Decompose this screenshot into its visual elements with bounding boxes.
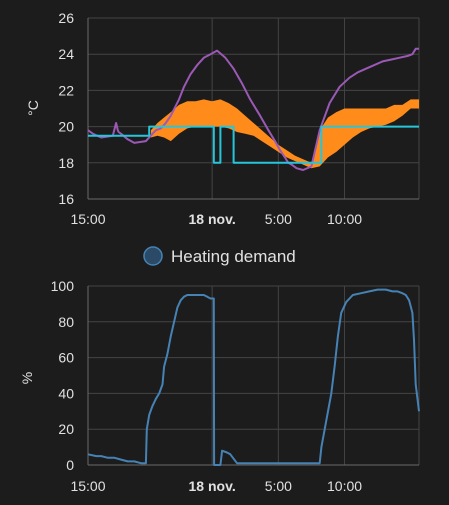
y-tick-label: 40 [58,385,74,401]
y-tick-label: 24 [58,46,74,62]
legend-label[interactable]: Heating demand [171,247,296,266]
x-tick-label: 18 nov. [189,478,236,494]
x-tick-label: 15:00 [70,211,105,227]
y-tick-label: 60 [58,350,74,366]
x-tick-label: 15:00 [70,478,105,494]
y-axis-unit-label: °C [25,100,41,116]
y-tick-label: 18 [58,155,74,171]
setpoint-line [88,125,419,164]
x-tick-label: 10:00 [327,478,362,494]
x-tick-label: 10:00 [327,211,362,227]
x-tick-label: 5:00 [265,211,292,227]
heating-demand-line [87,288,420,466]
y-tick-label: 80 [58,314,74,330]
y-tick-label: 22 [58,82,74,98]
setpoint-band-area [150,99,419,169]
y-tick-label: 0 [66,457,74,473]
x-tick-label: 18 nov. [189,211,236,227]
legend-swatch-icon[interactable] [143,246,163,266]
y-axis-unit-label: % [19,372,35,384]
y-tick-label: 20 [58,119,74,135]
y-tick-label: 16 [58,191,74,207]
measured-line [87,47,419,171]
y-tick-label: 26 [58,10,74,26]
y-tick-label: 100 [51,278,75,294]
x-tick-label: 5:00 [265,478,292,494]
y-tick-label: 20 [58,421,74,437]
